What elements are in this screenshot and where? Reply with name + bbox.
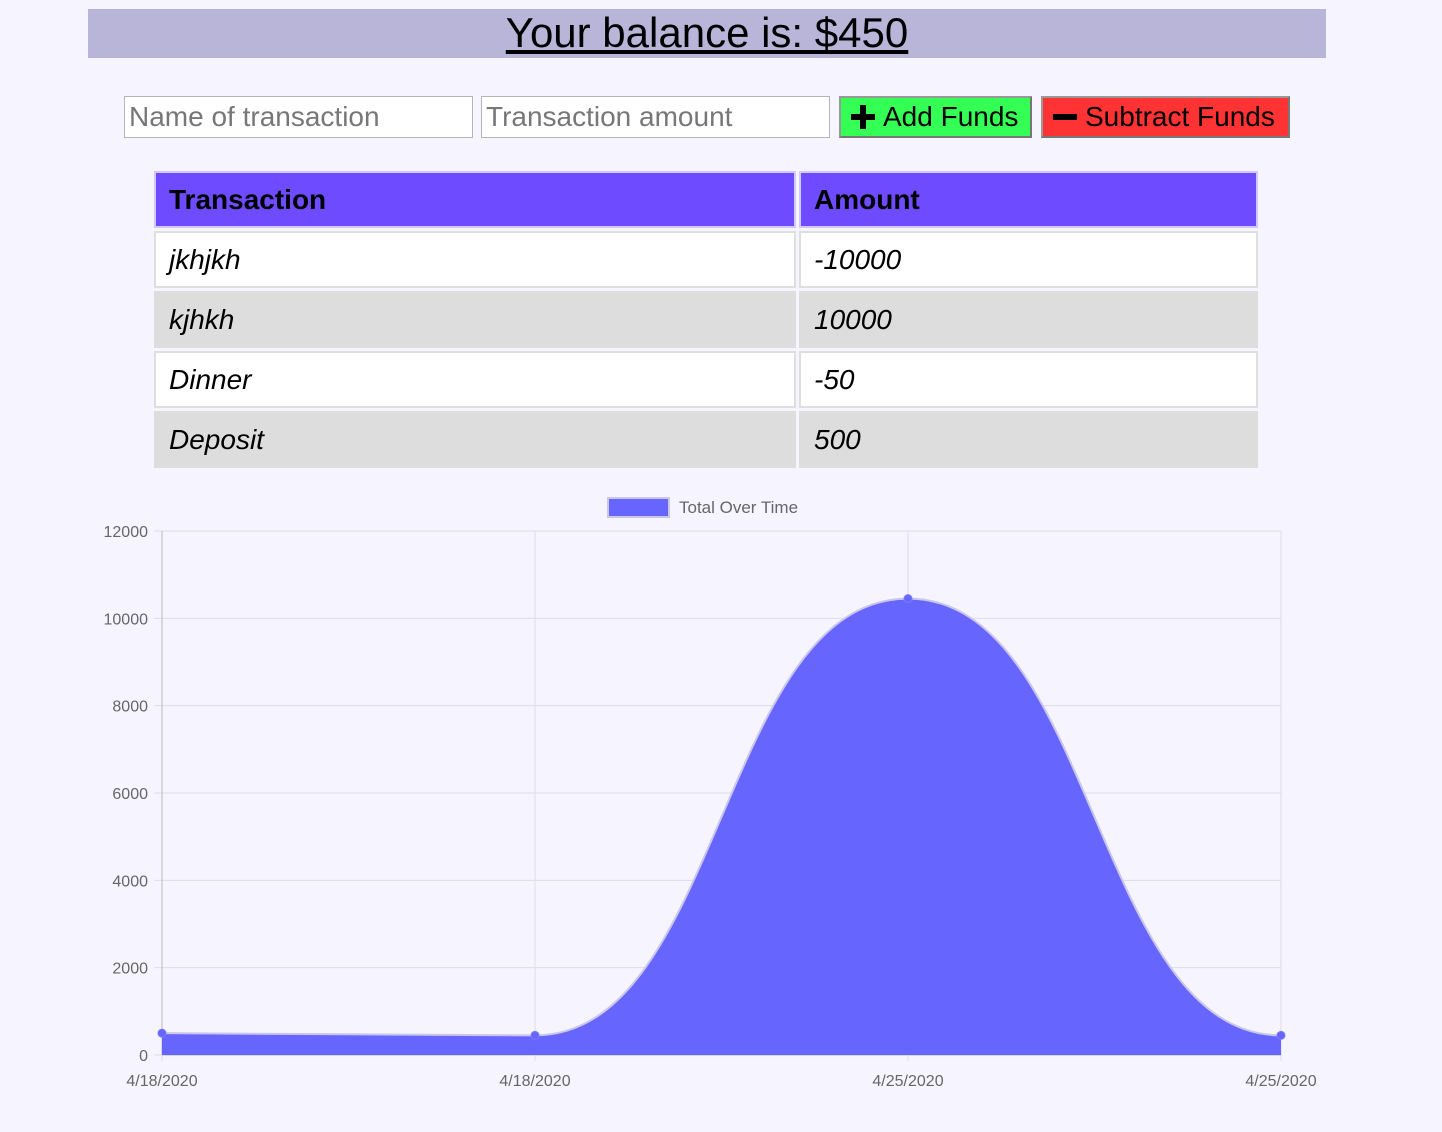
minus-icon xyxy=(1053,105,1077,129)
x-tick-label: 4/18/2020 xyxy=(126,1073,197,1090)
transaction-name-cell: Deposit xyxy=(154,411,796,468)
x-tick-label: 4/25/2020 xyxy=(1245,1073,1316,1090)
y-tick-label: 2000 xyxy=(112,961,148,978)
y-tick-label: 4000 xyxy=(112,873,148,890)
y-tick-label: 0 xyxy=(139,1048,148,1065)
table-header-row: Transaction Amount xyxy=(154,171,1258,228)
subtract-funds-button[interactable]: Subtract Funds xyxy=(1041,96,1290,138)
y-tick-label: 10000 xyxy=(104,611,149,628)
y-tick-label: 8000 xyxy=(112,699,148,716)
transactions-table: Transaction Amount jkhjkh -10000 kjhkh 1… xyxy=(151,168,1261,471)
y-tick-label: 12000 xyxy=(104,524,149,541)
plus-icon xyxy=(851,105,875,129)
x-tick-label: 4/25/2020 xyxy=(872,1073,943,1090)
legend-label: Total Over Time xyxy=(679,498,798,517)
table-row: Dinner -50 xyxy=(154,351,1258,408)
transaction-name-cell: jkhjkh xyxy=(154,231,796,288)
header-transaction: Transaction xyxy=(154,171,796,228)
transaction-amount-cell: 500 xyxy=(799,411,1258,468)
transaction-name-input[interactable] xyxy=(124,96,473,138)
transaction-amount-input[interactable] xyxy=(481,96,830,138)
y-tick-label: 6000 xyxy=(112,786,148,803)
table-row: jkhjkh -10000 xyxy=(154,231,1258,288)
series-line xyxy=(161,597,1282,1037)
series-area xyxy=(162,598,1281,1055)
transaction-amount-cell: -50 xyxy=(799,351,1258,408)
data-point xyxy=(1276,1030,1286,1040)
legend-swatch xyxy=(607,497,670,518)
balance-header: Your balance is: $450 xyxy=(88,9,1326,58)
balance-chart: 0 2000 4000 6000 8000 10000 12000 4/18/2020 4/18… xyxy=(104,497,1317,1090)
subtract-funds-label: Subtract Funds xyxy=(1085,101,1275,132)
data-point xyxy=(903,594,913,604)
header-amount: Amount xyxy=(799,171,1258,228)
data-point xyxy=(530,1030,540,1040)
table-row: kjhkh 10000 xyxy=(154,291,1258,348)
transaction-amount-cell: -10000 xyxy=(799,231,1258,288)
transaction-amount-cell: 10000 xyxy=(799,291,1258,348)
add-funds-label: Add Funds xyxy=(883,101,1019,132)
transaction-name-cell: Dinner xyxy=(154,351,796,408)
table-row: Deposit 500 xyxy=(154,411,1258,468)
x-tick-label: 4/18/2020 xyxy=(499,1073,570,1090)
balance-text: Your balance is: $450 xyxy=(505,9,909,56)
transaction-name-cell: kjhkh xyxy=(154,291,796,348)
data-point xyxy=(157,1028,167,1038)
add-funds-button[interactable]: Add Funds xyxy=(839,96,1032,138)
